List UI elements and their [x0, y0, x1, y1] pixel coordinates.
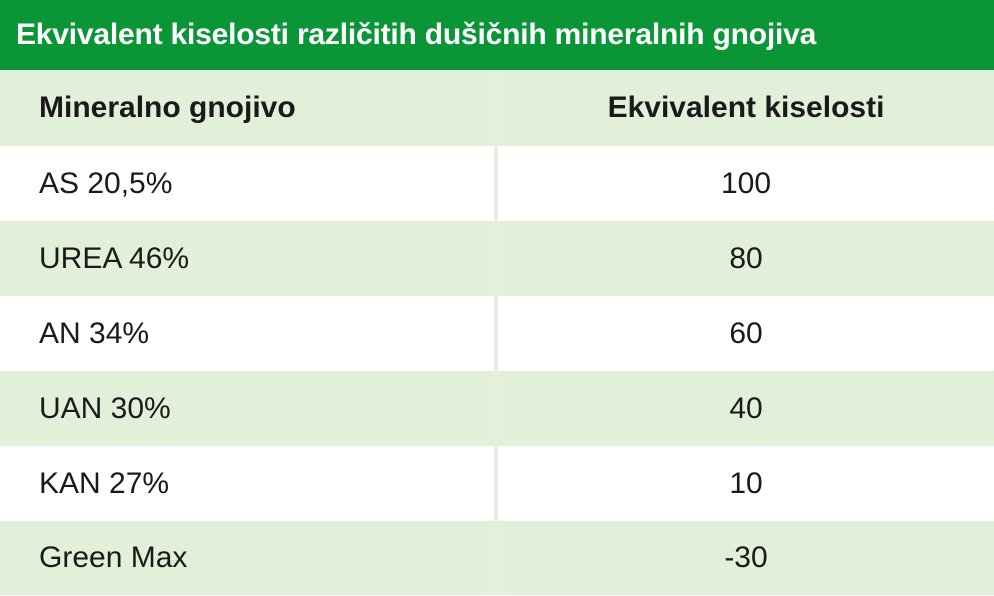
- fertilizer-cell: UAN 30%: [0, 371, 498, 446]
- acidity-value-cell: 40: [729, 391, 763, 425]
- table-row: AS 20,5% 100: [0, 146, 994, 221]
- fertilizer-cell: Green Max: [0, 521, 498, 595]
- acidity-value-cell: 10: [729, 466, 763, 500]
- acidity-value-cell: 100: [720, 166, 772, 200]
- fertilizer-cell: KAN 27%: [0, 446, 498, 521]
- header-fertilizer: Mineralno gnojivo: [0, 70, 498, 146]
- acidity-value-cell: 60: [729, 316, 763, 350]
- header-acidity-equivalent: Ekvivalent kiselosti: [607, 91, 885, 124]
- table-title: Ekvivalent kiselosti različitih dušičnih…: [0, 0, 994, 70]
- header-row: Mineralno gnojivo Ekvivalent kiselosti: [0, 70, 994, 146]
- table-row: Green Max -30: [0, 521, 994, 595]
- table-row: UAN 30% 40: [0, 371, 994, 446]
- fertilizer-cell: AN 34%: [0, 296, 498, 371]
- fertilizer-cell: UREA 46%: [0, 221, 498, 296]
- acidity-value-cell: -30: [724, 541, 768, 574]
- fertilizer-cell: AS 20,5%: [0, 146, 498, 221]
- table-row: AN 34% 60: [0, 296, 994, 371]
- acidity-table: Mineralno gnojivo Ekvivalent kiselosti A…: [0, 70, 994, 595]
- table-row: UREA 46% 80: [0, 221, 994, 296]
- table-row: KAN 27% 10: [0, 446, 994, 521]
- acidity-value-cell: 80: [729, 241, 763, 275]
